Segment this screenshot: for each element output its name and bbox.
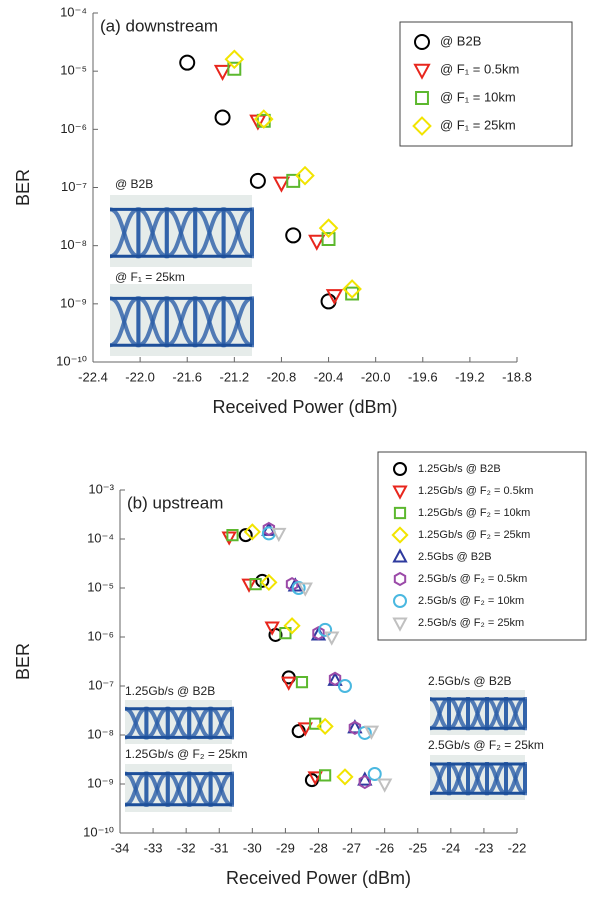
y-tick-label: 10⁻¹⁰	[56, 353, 87, 368]
x-tick-label: -24	[441, 840, 460, 855]
legend-label: @ F₁ = 10km	[440, 89, 516, 104]
marker	[379, 780, 391, 791]
marker	[338, 770, 352, 784]
x-tick-label: -20.4	[314, 369, 344, 384]
y-tick-label: 10⁻⁹	[60, 295, 87, 310]
x-tick-label: -18.8	[502, 369, 532, 384]
x-tick-label: -28	[309, 840, 328, 855]
y-axis-label: BER	[13, 643, 33, 680]
y-tick-label: 10⁻⁶	[60, 121, 87, 136]
legend-label: 1.25Gb/s @ F₂ = 25km	[418, 529, 530, 541]
inset-label: @ B2B	[115, 177, 153, 191]
x-tick-label: -34	[111, 840, 130, 855]
marker	[326, 633, 338, 644]
legend-label: 2.5Gb/s @ F₂ = 0.5km	[418, 573, 527, 585]
legend-label: 1.25Gb/s @ B2B	[418, 463, 501, 475]
chart-title: (a) downstream	[100, 16, 218, 35]
inset-label: 1.25Gb/s @ B2B	[125, 684, 215, 698]
marker	[297, 677, 307, 687]
legend-label: 2.5Gbs @ B2B	[418, 551, 492, 563]
y-tick-label: 10⁻³	[88, 481, 114, 496]
x-tick-label: -26	[375, 840, 394, 855]
x-tick-label: -27	[342, 840, 361, 855]
x-axis-label: Received Power (dBm)	[226, 868, 411, 888]
legend-label: 1.25Gb/s @ F₂ = 10km	[418, 507, 530, 519]
marker	[286, 228, 300, 242]
y-tick-label: 10⁻⁶	[87, 628, 114, 643]
x-tick-label: -22.0	[125, 369, 155, 384]
marker	[319, 624, 331, 636]
x-tick-label: -19.2	[455, 369, 485, 384]
x-tick-label: -23	[475, 840, 494, 855]
inset-label: 1.25Gb/s @ F₂ = 25km	[125, 747, 248, 761]
marker	[180, 56, 194, 70]
legend-label: 1.25Gb/s @ F₂ = 0.5km	[418, 485, 533, 497]
y-tick-label: 10⁻⁵	[87, 579, 114, 594]
y-tick-label: 10⁻⁷	[61, 179, 87, 194]
marker	[251, 174, 265, 188]
legend-label: @ B2B	[440, 33, 481, 48]
x-tick-label: -25	[408, 840, 427, 855]
x-tick-label: -29	[276, 840, 295, 855]
x-tick-label: -30	[243, 840, 262, 855]
marker	[369, 768, 381, 780]
marker	[285, 619, 299, 633]
x-tick-label: -19.6	[408, 369, 438, 384]
y-tick-label: 10⁻⁴	[60, 4, 87, 19]
y-tick-label: 10⁻⁵	[60, 63, 87, 78]
x-tick-label: -20.8	[267, 369, 297, 384]
x-tick-label: -22	[508, 840, 527, 855]
legend-label: 2.5Gb/s @ F₂ = 25km	[418, 617, 524, 629]
chart-title: (b) upstream	[127, 493, 223, 512]
inset-label: 2.5Gb/s @ F₂ = 25km	[428, 738, 544, 752]
x-tick-label: -22.4	[78, 369, 108, 384]
y-tick-label: 10⁻⁷	[88, 677, 114, 692]
y-tick-label: 10⁻⁹	[87, 775, 114, 790]
x-tick-label: -21.2	[220, 369, 250, 384]
legend-label: @ F₁ = 0.5km	[440, 61, 519, 76]
marker	[216, 110, 230, 124]
marker	[339, 680, 351, 692]
y-tick-label: 10⁻⁴	[87, 530, 114, 545]
inset-label: @ F₁ = 25km	[115, 270, 185, 284]
x-axis-label: Received Power (dBm)	[212, 397, 397, 417]
x-tick-label: -31	[210, 840, 229, 855]
y-axis-label: BER	[13, 169, 33, 206]
x-tick-label: -33	[144, 840, 163, 855]
marker	[223, 532, 235, 543]
legend-label: @ F₁ = 25km	[440, 117, 516, 132]
inset-label: 2.5Gb/s @ B2B	[428, 674, 512, 688]
y-tick-label: 10⁻¹⁰	[83, 824, 114, 839]
y-tick-label: 10⁻⁸	[87, 726, 114, 741]
x-tick-label: -20.0	[361, 369, 391, 384]
x-tick-label: -21.6	[172, 369, 202, 384]
x-tick-label: -32	[177, 840, 196, 855]
figure: 10⁻¹⁰ 10⁻⁹ 10⁻⁸ 10⁻⁷ 10⁻⁶ 10⁻⁵ 10⁻⁴ -22.4 -22.0 -…	[0, 0, 595, 908]
y-tick-label: 10⁻⁸	[60, 237, 87, 252]
legend-label: 2.5Gb/s @ F₂ = 10km	[418, 595, 524, 607]
legend-box	[378, 452, 586, 640]
